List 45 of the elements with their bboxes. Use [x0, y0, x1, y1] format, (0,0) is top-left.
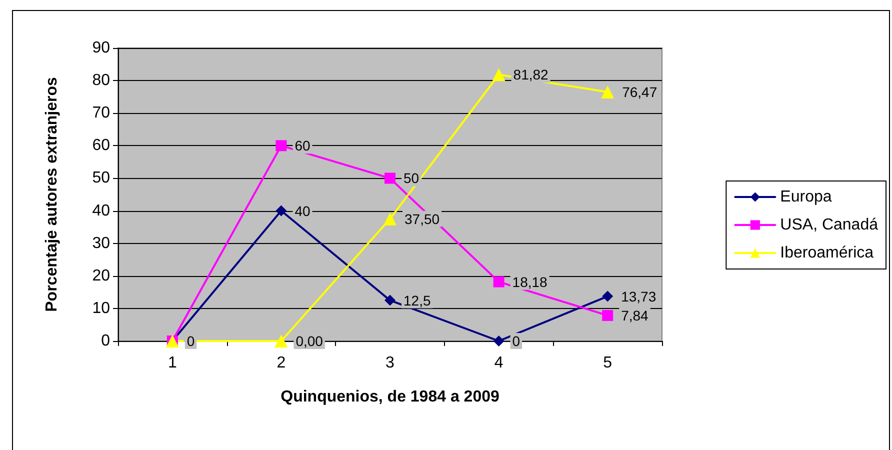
- point: [384, 294, 396, 306]
- y-tick-label: 80: [92, 72, 110, 90]
- data-label: 60: [294, 138, 310, 154]
- data-label: 7,84: [621, 307, 649, 324]
- x-tick-label: 3: [386, 354, 395, 372]
- data-label: 0: [512, 333, 520, 349]
- x-tick-label: 4: [494, 354, 504, 372]
- data-label: 40: [294, 202, 310, 219]
- y-tick-label: 60: [92, 137, 110, 154]
- y-tick-label: 50: [92, 170, 110, 187]
- x-tick-label: 1: [168, 354, 177, 372]
- y-axis-title: Porcentaje autores extranjeros: [44, 77, 60, 312]
- point: [384, 172, 396, 184]
- x-tick-label: 2: [276, 354, 286, 372]
- data-label: 76,47: [622, 84, 658, 100]
- data-label: 0,00: [296, 333, 324, 349]
- legend-label: Europa: [780, 188, 832, 206]
- y-tick-label: 70: [92, 104, 110, 122]
- x-axis-title: Quinquenios, de 1984 a 2009: [280, 388, 500, 406]
- data-label: 18,18: [512, 274, 548, 290]
- point: [276, 205, 287, 216]
- legend-label: Iberoamérica: [780, 244, 874, 262]
- y-tick-label: 40: [92, 202, 110, 220]
- y-tick-label: 10: [92, 300, 110, 317]
- data-label: 37,50: [404, 210, 440, 227]
- data-label: 0: [186, 333, 195, 349]
- data-label: 50: [404, 170, 420, 186]
- point: [602, 310, 614, 321]
- data-label: 81,82: [513, 66, 549, 83]
- data-label: 12,5: [404, 292, 431, 308]
- y-tick-label: 30: [92, 234, 110, 252]
- x-tick-label: 5: [603, 354, 612, 372]
- data-label: 13,73: [621, 288, 656, 304]
- point: [493, 336, 504, 346]
- point: [492, 68, 506, 82]
- point: [493, 276, 504, 288]
- point: [384, 212, 396, 226]
- point: [276, 140, 287, 152]
- y-tick-label: 0: [101, 332, 110, 350]
- y-tick-label: 20: [92, 267, 110, 284]
- point: [602, 290, 614, 302]
- legend-label: USA, Canadá: [780, 216, 878, 234]
- point: [274, 334, 288, 348]
- y-tick-label: 90: [92, 40, 110, 56]
- point: [601, 86, 614, 99]
